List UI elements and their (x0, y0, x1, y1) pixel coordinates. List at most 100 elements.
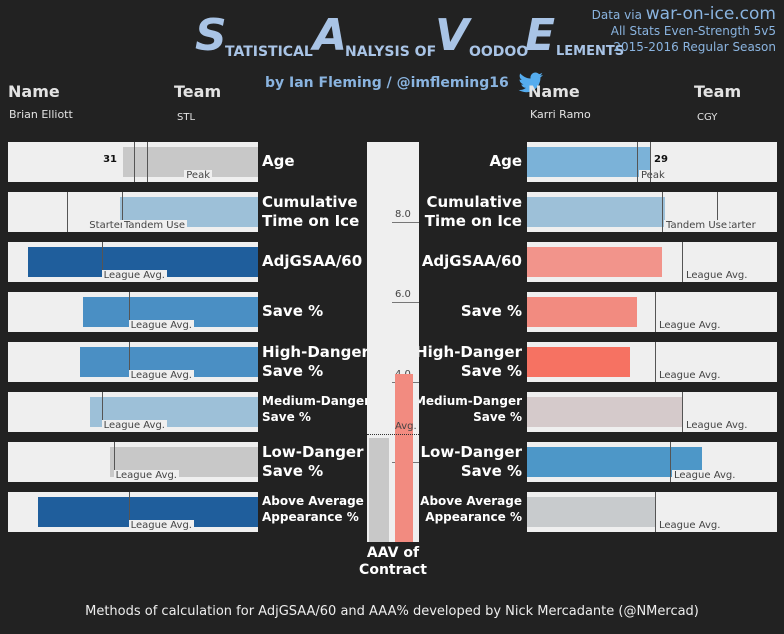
left-ref-label-0-0: Peak (184, 170, 212, 182)
left-panel-0: Peak 31 (8, 142, 258, 182)
right-ref-line-5-0 (682, 392, 683, 432)
left-panel-3: League Avg. (8, 292, 258, 332)
aav-avg-label: Avg. (395, 421, 417, 432)
right-ref-label-2-0: League Avg. (684, 270, 750, 282)
title-letter-v: V (435, 10, 470, 61)
right-ref-line-7-0 (655, 492, 656, 532)
left-player-team: STL (177, 112, 196, 123)
metric-label-r-5: Medium-Danger Save % (413, 394, 522, 424)
source-line-2: All Stats Even-Strength 5v5 (610, 24, 776, 38)
left-team-header: Team (174, 82, 222, 101)
aav-tick-1 (392, 302, 419, 303)
right-age-value: 29 (654, 154, 668, 165)
right-ref-line-1-0 (717, 192, 718, 232)
right-panel-1: Starter Tandem Use (527, 192, 777, 232)
metric-label-r-7: Above Average Appearance % (420, 494, 522, 524)
metric-label-l-7: Above Average Appearance % (262, 494, 364, 524)
right-player-name: Karri Ramo (530, 108, 591, 121)
right-ref-label-0-0: Peak (639, 170, 667, 182)
footer-note: Methods of calculation for AdjGSAA/60 an… (85, 604, 699, 619)
metric-label-r-0: Age (489, 152, 522, 170)
left-ref-label-3-0: League Avg. (128, 320, 194, 332)
title: S TATISTICAL A NALYSIS OF V OODOO E (195, 8, 585, 70)
left-panel-1: Starter Tandem Use (8, 192, 258, 232)
aav-tick-label-0: 8.0 (395, 209, 411, 220)
left-ref-line-3-0 (129, 292, 130, 332)
left-ref-line-2-0 (102, 242, 103, 282)
byline: by Ian Fleming / @imfleming16 (265, 72, 544, 94)
left-panel-4: League Avg. (8, 342, 258, 382)
right-ref-label-7-0: League Avg. (657, 520, 723, 532)
title-letter-s: S (195, 10, 227, 61)
source-site: war-on-ice.com (645, 4, 776, 24)
metric-label-l-5: Medium-Danger Save % (262, 394, 371, 424)
aav-tick-label-1: 6.0 (395, 289, 411, 300)
left-panel-2: League Avg. (8, 242, 258, 282)
left-ref-label-4-0: League Avg. (128, 370, 194, 382)
aav-label: AAV of Contract (359, 545, 427, 578)
title-letter-e: E (525, 10, 556, 61)
left-name-header: Name (8, 82, 60, 101)
right-panel-3: League Avg. (527, 292, 777, 332)
right-panel-5: League Avg. (527, 392, 777, 432)
metric-label-r-4: High-Danger Save % (415, 343, 522, 380)
left-ref-label-5-0: League Avg. (101, 420, 167, 432)
right-panel-0: Peak 29 (527, 142, 777, 182)
left-age-value: 31 (103, 154, 117, 165)
right-panel-6: League Avg. (527, 442, 777, 482)
right-ref-label-4-0: League Avg. (657, 370, 723, 382)
title-word-voodoo: OODOO (469, 44, 529, 60)
right-ref-label-5-0: League Avg. (684, 420, 750, 432)
left-ref-line-4-0 (129, 342, 130, 382)
left-ref-label-6-0: League Avg. (113, 470, 179, 482)
right-bar-3 (527, 297, 637, 327)
right-ref-label-3-0: League Avg. (657, 320, 723, 332)
metric-label-r-6: Low-Danger Save % (420, 443, 522, 480)
right-bar-0 (527, 147, 650, 177)
right-name-header: Name (528, 82, 580, 101)
left-ref-label-7-0: League Avg. (128, 520, 194, 532)
left-ref-label-1-0: Starter (87, 220, 126, 232)
left-ref-line-5-0 (102, 392, 103, 432)
right-bar-7 (527, 497, 655, 527)
left-ref-line-0-0 (147, 142, 148, 182)
right-ref-line-0-1 (650, 142, 651, 182)
twitter-icon (518, 72, 543, 93)
title-word-statistical: TATISTICAL (225, 44, 313, 60)
left-panel-6: League Avg. (8, 442, 258, 482)
right-bar-4 (527, 347, 630, 377)
aav-right-bar (395, 374, 413, 542)
right-panel-2: League Avg. (527, 242, 777, 282)
aav-left-bar (369, 438, 389, 542)
metric-label-l-2: AdjGSAA/60 (262, 252, 363, 270)
right-panel-7: League Avg. (527, 492, 777, 532)
source-line-3: 2015-2016 Regular Season (613, 40, 776, 54)
left-ref-line-7-0 (129, 492, 130, 532)
left-player-name: Brian Elliott (9, 108, 73, 121)
right-ref-label-1-1: Tandem Use (664, 220, 730, 232)
right-ref-line-6-0 (670, 442, 671, 482)
metric-label-l-3: Save % (262, 302, 324, 320)
right-ref-line-3-0 (655, 292, 656, 332)
right-panel-4: League Avg. (527, 342, 777, 382)
title-letter-a: A (313, 10, 348, 61)
metric-label-l-4: High-Danger Save % (262, 343, 369, 380)
aav-league-avg-line (367, 434, 419, 435)
right-ref-line-2-0 (682, 242, 683, 282)
left-ref-label-1-1: Tandem Use (121, 220, 187, 232)
metric-label-r-1: Cumulative Time on Ice (424, 193, 522, 230)
right-bar-5 (527, 397, 682, 427)
metric-label-l-6: Low-Danger Save % (262, 443, 364, 480)
left-panel-5: League Avg. (8, 392, 258, 432)
right-ref-line-0-0 (637, 142, 638, 182)
left-ref-line-1-0 (67, 192, 68, 232)
metric-label-l-1: Cumulative Time on Ice (262, 193, 360, 230)
title-word-analysis: NALYSIS OF (345, 44, 437, 60)
right-player-team: CGY (697, 112, 718, 123)
left-ref-label-2-0: League Avg. (101, 270, 167, 282)
left-panel-7: League Avg. (8, 492, 258, 532)
source-line-1: Data via war-on-ice.com (591, 4, 776, 24)
right-bar-1 (527, 197, 665, 227)
left-ref-line-1-1 (122, 192, 123, 232)
